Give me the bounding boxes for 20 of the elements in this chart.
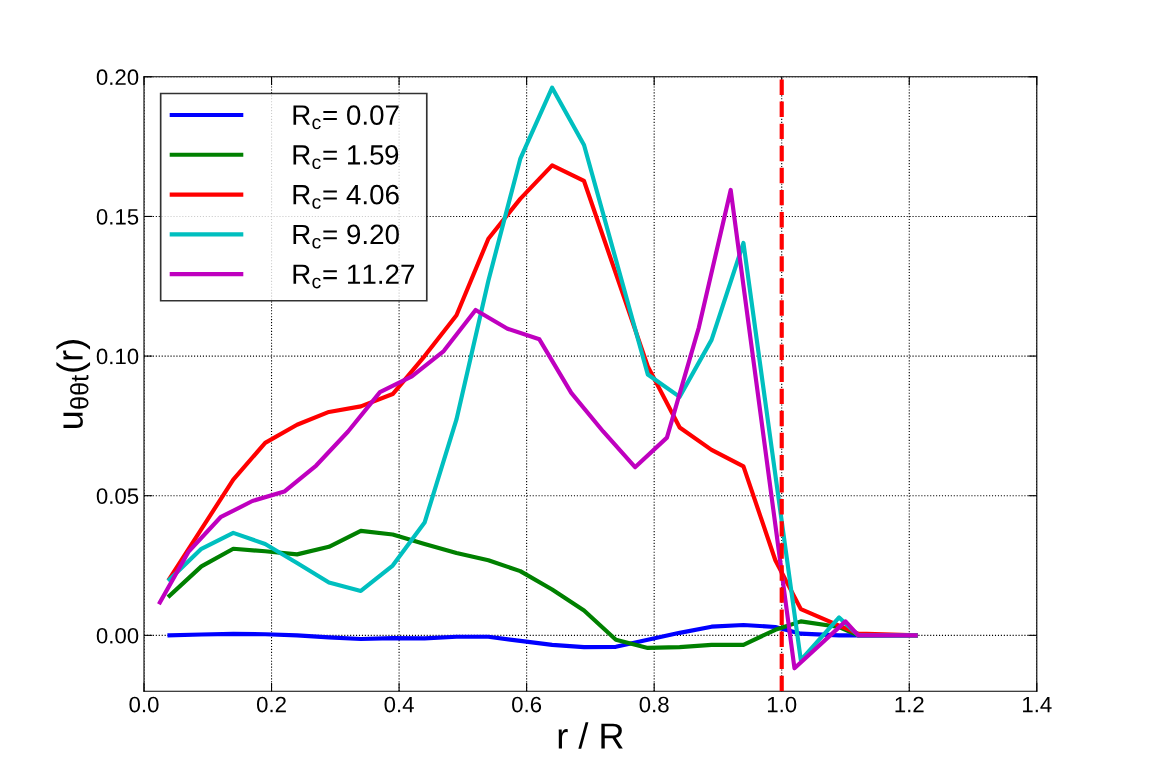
legend-label: R$_{c}$= 1.59	[293, 145, 399, 170]
x-tick-label: 1.0	[767, 696, 797, 713]
y-tick-label: 0.05	[96, 488, 139, 504]
x-tick-label: 0.8	[639, 696, 669, 713]
legend-label: R$_{c}$= 11.27	[293, 264, 415, 289]
x-tick-label: 0.4	[384, 696, 414, 713]
y-tick-label: 0.00	[96, 627, 139, 644]
y-tick-label: 0.10	[96, 348, 139, 365]
y-tick-label: 0.15	[96, 208, 139, 225]
y-tick-label: 0.20	[96, 69, 139, 86]
x-axis-title: r / R	[558, 722, 623, 749]
legend-label: R$_{c}$= 0.07	[293, 105, 399, 130]
legend-label: R$_{c}$= 4.06	[293, 184, 399, 209]
x-tick-label: 0.2	[256, 696, 286, 713]
legend-label: R$_{c}$= 9.20	[293, 224, 399, 249]
x-tick-label: 0.6	[512, 696, 542, 713]
y-axis-title: u$_{θθt}$(r)	[56, 340, 91, 429]
x-tick-label: 1.4	[1023, 696, 1052, 713]
x-tick-label: 0.0	[129, 696, 159, 713]
x-tick-label: 1.2	[895, 696, 924, 713]
